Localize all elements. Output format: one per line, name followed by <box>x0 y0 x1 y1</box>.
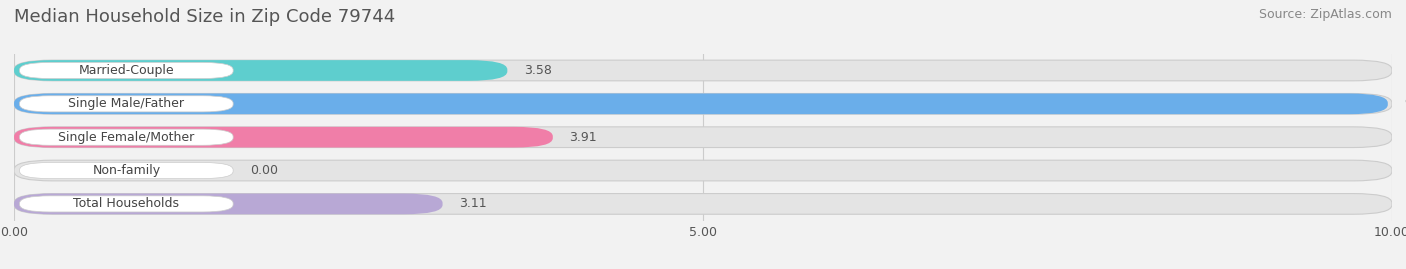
FancyBboxPatch shape <box>14 127 553 147</box>
Text: Single Female/Mother: Single Female/Mother <box>58 131 194 144</box>
Text: Source: ZipAtlas.com: Source: ZipAtlas.com <box>1258 8 1392 21</box>
FancyBboxPatch shape <box>20 96 233 112</box>
Text: Married-Couple: Married-Couple <box>79 64 174 77</box>
FancyBboxPatch shape <box>14 94 1388 114</box>
FancyBboxPatch shape <box>14 60 508 81</box>
FancyBboxPatch shape <box>20 62 233 79</box>
Text: 9.97: 9.97 <box>1405 97 1406 110</box>
FancyBboxPatch shape <box>14 127 1392 147</box>
FancyBboxPatch shape <box>20 196 233 212</box>
Text: 3.58: 3.58 <box>524 64 551 77</box>
Text: 3.91: 3.91 <box>569 131 598 144</box>
FancyBboxPatch shape <box>14 194 443 214</box>
FancyBboxPatch shape <box>14 160 1392 181</box>
FancyBboxPatch shape <box>14 194 1392 214</box>
FancyBboxPatch shape <box>20 162 233 179</box>
FancyBboxPatch shape <box>14 94 1392 114</box>
Text: Single Male/Father: Single Male/Father <box>69 97 184 110</box>
Text: 3.11: 3.11 <box>460 197 486 210</box>
Text: Median Household Size in Zip Code 79744: Median Household Size in Zip Code 79744 <box>14 8 395 26</box>
FancyBboxPatch shape <box>14 60 1392 81</box>
Text: Total Households: Total Households <box>73 197 180 210</box>
Text: 0.00: 0.00 <box>250 164 277 177</box>
FancyBboxPatch shape <box>20 129 233 145</box>
Text: Non-family: Non-family <box>93 164 160 177</box>
